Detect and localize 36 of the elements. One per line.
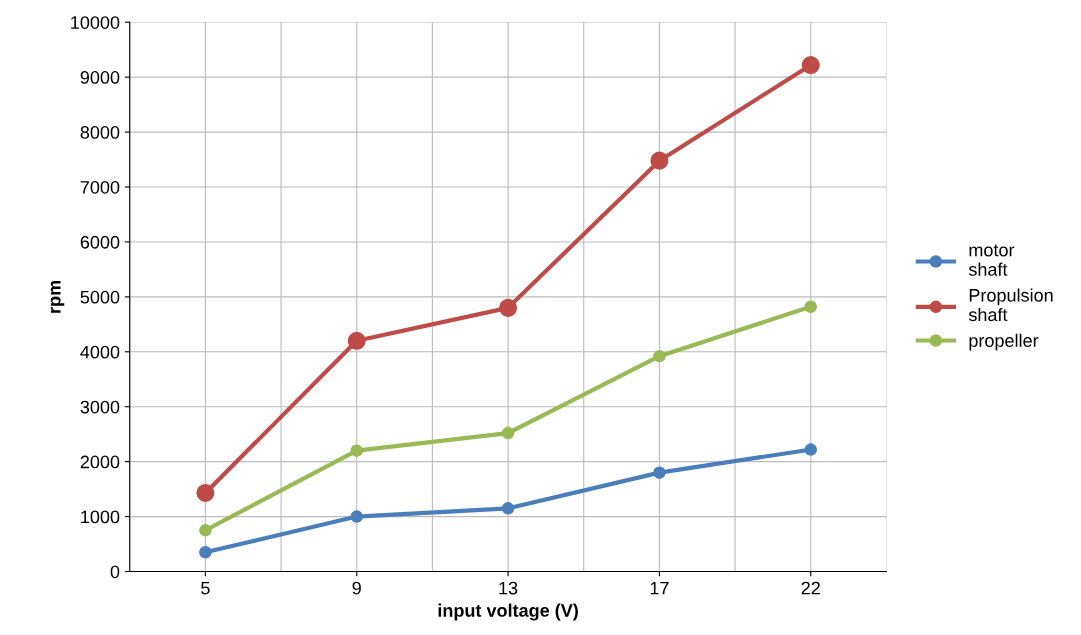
x-tick-label: 17	[650, 581, 669, 595]
point	[653, 466, 666, 479]
legend-label: propeller	[969, 333, 1039, 351]
point	[350, 444, 363, 457]
point	[501, 426, 515, 440]
y-tick-label: 5000	[80, 290, 120, 304]
point	[801, 56, 820, 75]
point	[804, 300, 818, 314]
point	[804, 443, 818, 456]
y-tick-label: 4000	[80, 345, 120, 359]
point	[350, 510, 363, 523]
y-tick-label: 10000	[71, 16, 120, 29]
y-tick-label: 8000	[80, 126, 120, 139]
x-tick-label: 13	[499, 581, 518, 595]
y-tick-label: 7000	[80, 180, 120, 194]
point	[347, 331, 366, 350]
y-tick-label: 3000	[80, 400, 120, 414]
y-tick-label: 6000	[80, 235, 120, 249]
point	[196, 483, 215, 502]
y-tick-label: 1000	[81, 510, 120, 524]
point	[499, 298, 518, 317]
point	[199, 524, 212, 537]
point	[650, 151, 669, 170]
point	[199, 546, 212, 559]
point	[653, 349, 666, 363]
x-tick-label: 5	[201, 581, 210, 595]
y-tick-label: 9000	[80, 71, 120, 84]
x-tick-label: 9	[352, 581, 361, 595]
x-axis-title: input voltage (V)	[438, 603, 578, 621]
y-axis-title: rpm	[50, 280, 65, 313]
legend-label: Propulsion shaft	[968, 288, 1053, 322]
y-tick-label: 2000	[80, 455, 120, 469]
legend-label: motor shaft	[968, 244, 1015, 276]
y-tick-label: 0	[110, 565, 120, 579]
point	[501, 502, 515, 515]
x-tick-label: 22	[801, 581, 820, 595]
